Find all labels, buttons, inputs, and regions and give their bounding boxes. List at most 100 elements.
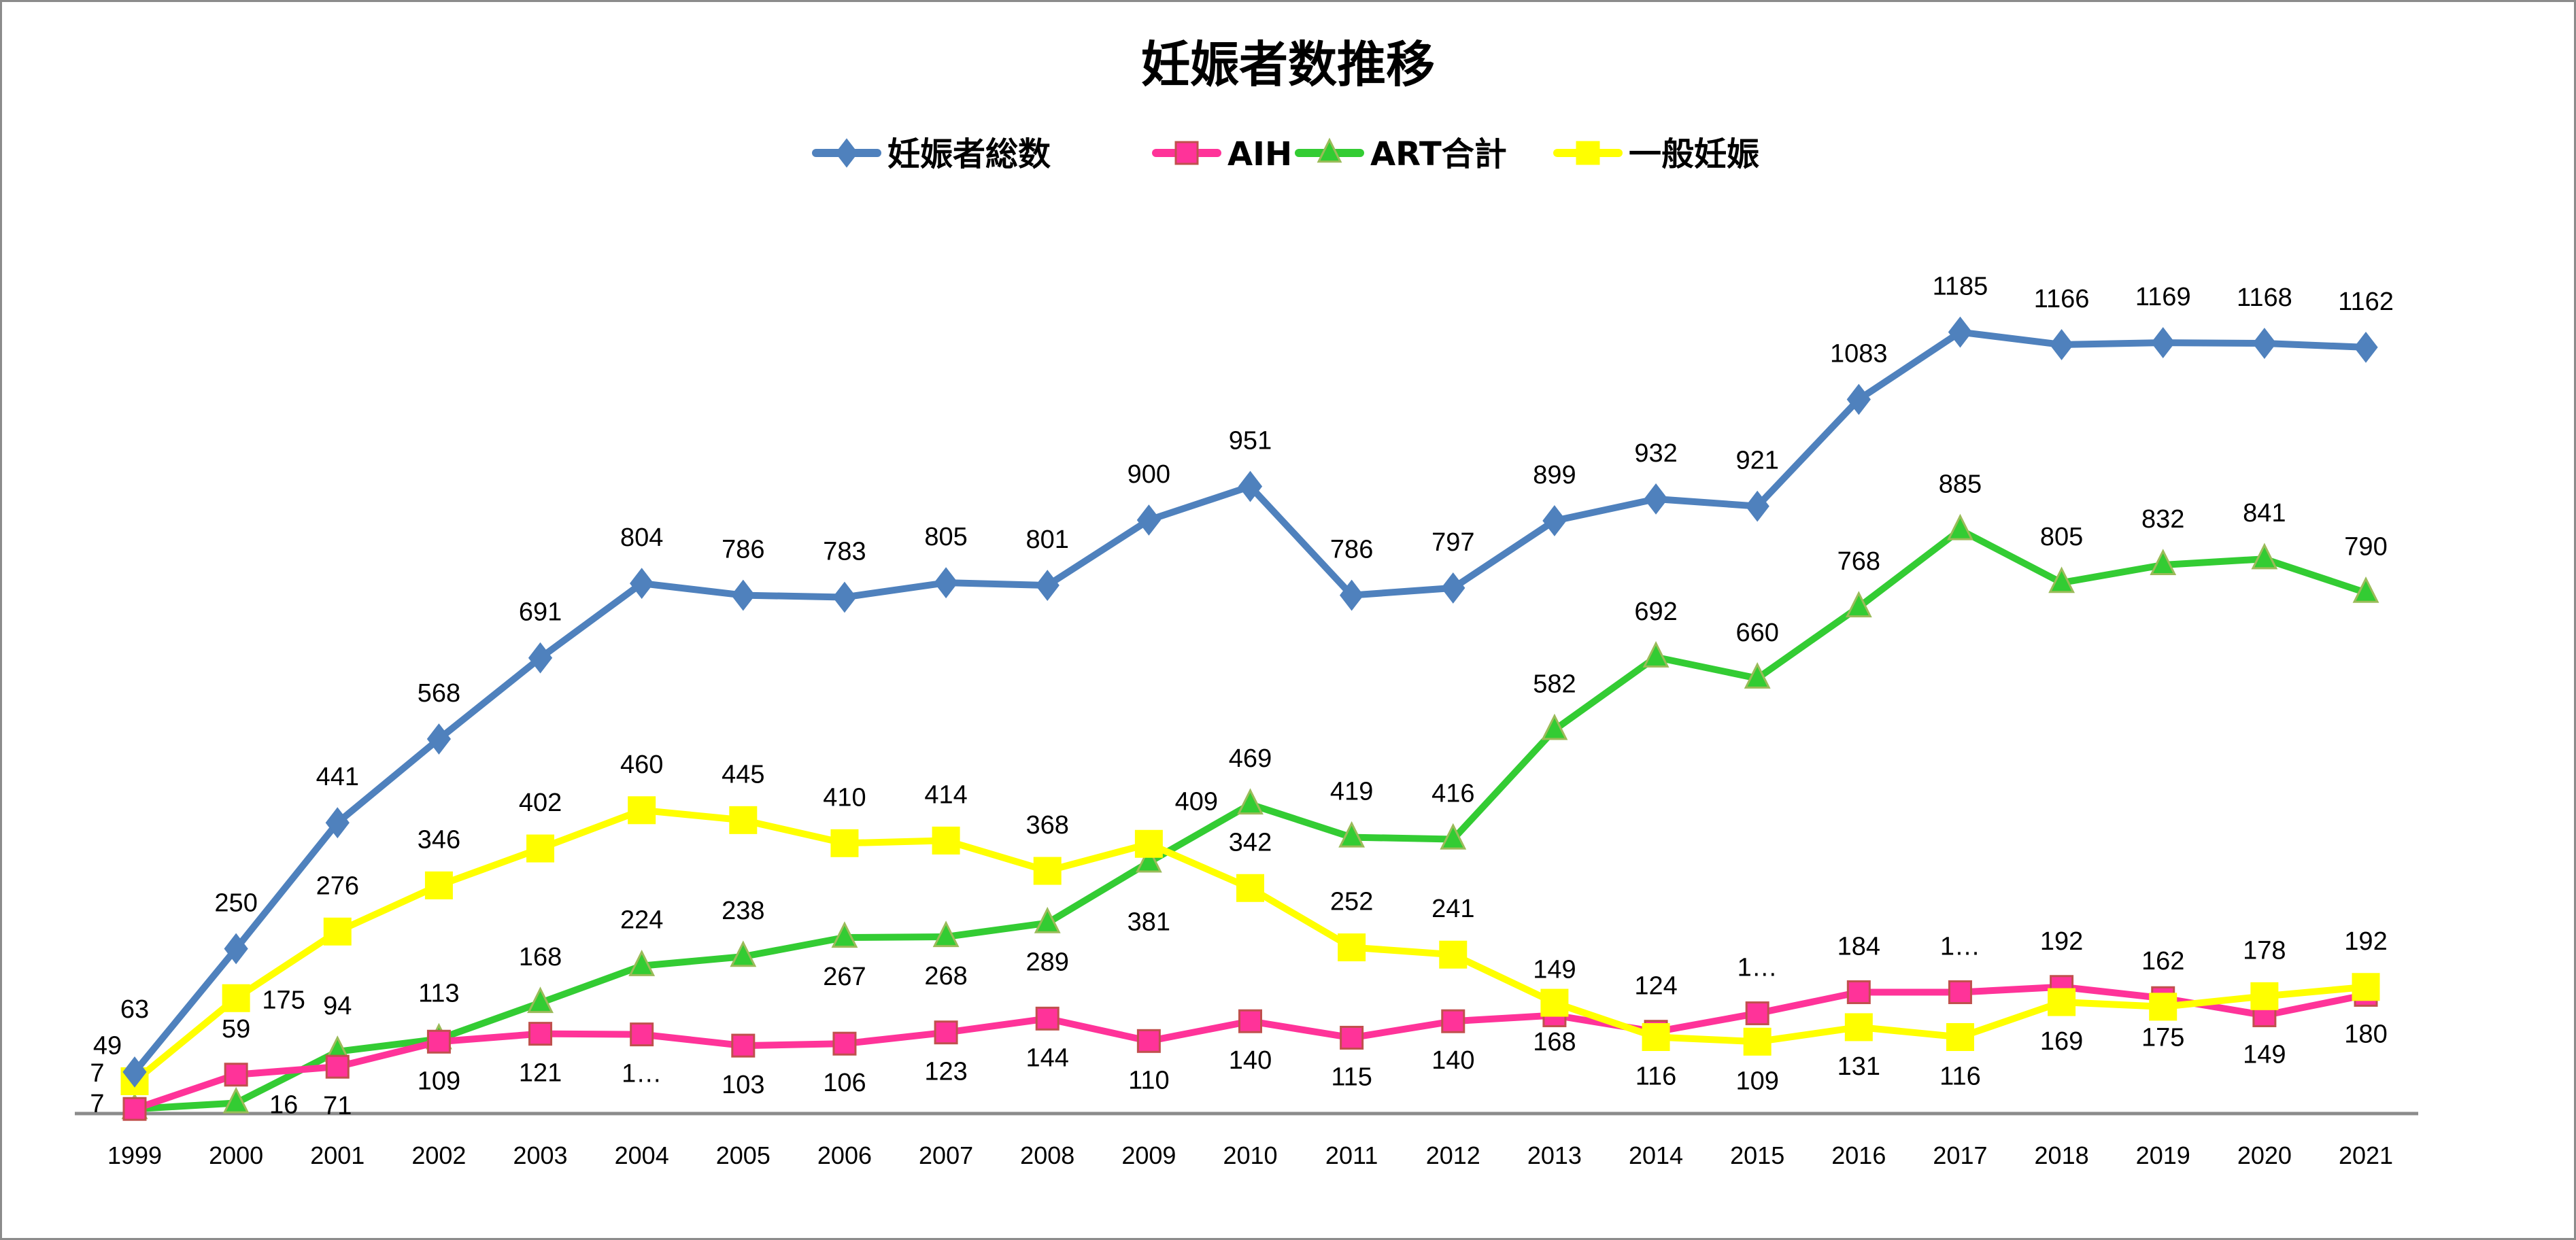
data-label: 71 <box>323 1092 352 1120</box>
data-point <box>1439 940 1468 969</box>
data-point <box>1136 504 1161 536</box>
data-point <box>1034 906 1061 933</box>
data-label: 113 <box>418 979 460 1008</box>
legend-square-icon <box>1174 141 1199 165</box>
data-point <box>224 1063 248 1087</box>
data-point <box>934 567 958 599</box>
data-label: 885 <box>1939 470 1982 499</box>
data-label: 116 <box>1939 1062 1981 1090</box>
series-3 <box>120 796 2380 1095</box>
data-label: 180 <box>2344 1020 2387 1048</box>
data-label: 168 <box>519 943 562 971</box>
data-label: 786 <box>722 536 764 564</box>
data-point <box>830 829 859 857</box>
data-label: 168 <box>1533 1028 1576 1056</box>
data-point <box>1642 641 1670 668</box>
data-label: 568 <box>418 679 460 708</box>
x-axis-ticks: 1999 2000 2001 2002 2003 2004 2005 2006 2007 2008… <box>107 1141 2393 1169</box>
data-label: 123 <box>924 1058 967 1086</box>
data-point <box>1948 316 1973 348</box>
data-point <box>1846 980 1871 1005</box>
data-point <box>2252 328 2277 359</box>
data-label: 1… <box>1940 933 1980 961</box>
data-point <box>932 920 960 948</box>
data-point <box>323 917 352 946</box>
data-label: 149 <box>1533 955 1576 984</box>
data-label: 783 <box>823 537 866 566</box>
data-label: 1185 <box>1933 273 1988 301</box>
data-label: 175 <box>262 986 305 1014</box>
legend-item: 一般妊娠 <box>1553 135 1759 173</box>
data-label: 416 <box>1431 779 1474 808</box>
data-point <box>424 871 453 899</box>
data-point <box>730 940 757 967</box>
data-point <box>1846 383 1871 415</box>
data-point <box>934 1020 958 1045</box>
x-tick-label: 2020 <box>2237 1141 2292 1169</box>
data-point <box>2048 988 2076 1016</box>
x-tick-label: 2000 <box>209 1141 263 1169</box>
data-point <box>731 579 756 611</box>
data-label: 109 <box>1735 1067 1778 1095</box>
data-label: 841 <box>2243 499 2286 528</box>
data-point <box>1236 874 1264 902</box>
data-label: 116 <box>1636 1062 1677 1090</box>
x-tick-label: 2017 <box>1933 1141 1987 1169</box>
data-point <box>1745 490 1769 522</box>
data-label: 832 <box>2141 505 2184 534</box>
data-label: 103 <box>722 1071 764 1099</box>
data-label: 899 <box>1533 461 1576 489</box>
data-point <box>122 1056 147 1088</box>
data-point <box>2150 549 2177 576</box>
data-point <box>1035 570 1060 601</box>
data-label: 342 <box>1229 828 1272 857</box>
legend-triangle-icon <box>1317 137 1342 163</box>
legend: 妊娠者総数 AIH ART合計 一般妊娠 <box>812 135 1759 173</box>
data-point <box>1238 1009 1262 1033</box>
data-label: 109 <box>418 1067 460 1095</box>
data-label: 1168 <box>2237 283 2292 312</box>
data-point <box>1541 713 1568 740</box>
data-label: 797 <box>1431 528 1474 557</box>
data-label: 140 <box>1431 1046 1474 1075</box>
data-label: 267 <box>823 963 866 991</box>
data-point <box>325 807 350 839</box>
data-point <box>2251 542 2278 570</box>
data-point <box>122 1097 147 1121</box>
data-label: 419 <box>1330 778 1373 806</box>
data-point <box>2352 973 2380 1001</box>
data-point <box>2352 576 2379 603</box>
data-label: 124 <box>1634 972 1677 1001</box>
data-label: 175 <box>2141 1023 2184 1052</box>
data-label: 1… <box>622 1060 662 1088</box>
data-point <box>731 1033 756 1058</box>
data-point <box>426 723 452 755</box>
data-point <box>1338 821 1366 848</box>
data-point <box>528 1022 553 1046</box>
x-tick-label: 2019 <box>2136 1141 2190 1169</box>
data-label: 951 <box>1229 427 1272 455</box>
data-point <box>526 834 555 863</box>
x-tick-label: 2015 <box>1730 1141 1784 1169</box>
data-label: 786 <box>1330 536 1373 564</box>
x-tick-label: 2011 <box>1325 1141 1378 1169</box>
data-point <box>222 1086 250 1114</box>
data-label: 162 <box>2141 947 2184 976</box>
data-point <box>1744 662 1771 689</box>
data-label: 49 <box>93 1031 122 1060</box>
data-label: 804 <box>620 523 663 552</box>
data-label: 381 <box>1128 908 1170 936</box>
data-label: 268 <box>924 962 967 991</box>
x-tick-label: 2012 <box>1426 1141 1480 1169</box>
data-point <box>1745 1001 1769 1026</box>
data-point <box>1338 933 1366 962</box>
legend-item: AIH <box>1152 135 1292 173</box>
data-label: 276 <box>316 872 359 900</box>
data-point <box>1035 1006 1060 1031</box>
data-label: 1162 <box>2338 288 2394 316</box>
data-label: 250 <box>214 889 257 918</box>
x-tick-label: 2013 <box>1527 1141 1582 1169</box>
data-label: 801 <box>1026 526 1069 554</box>
data-point <box>1033 857 1062 885</box>
